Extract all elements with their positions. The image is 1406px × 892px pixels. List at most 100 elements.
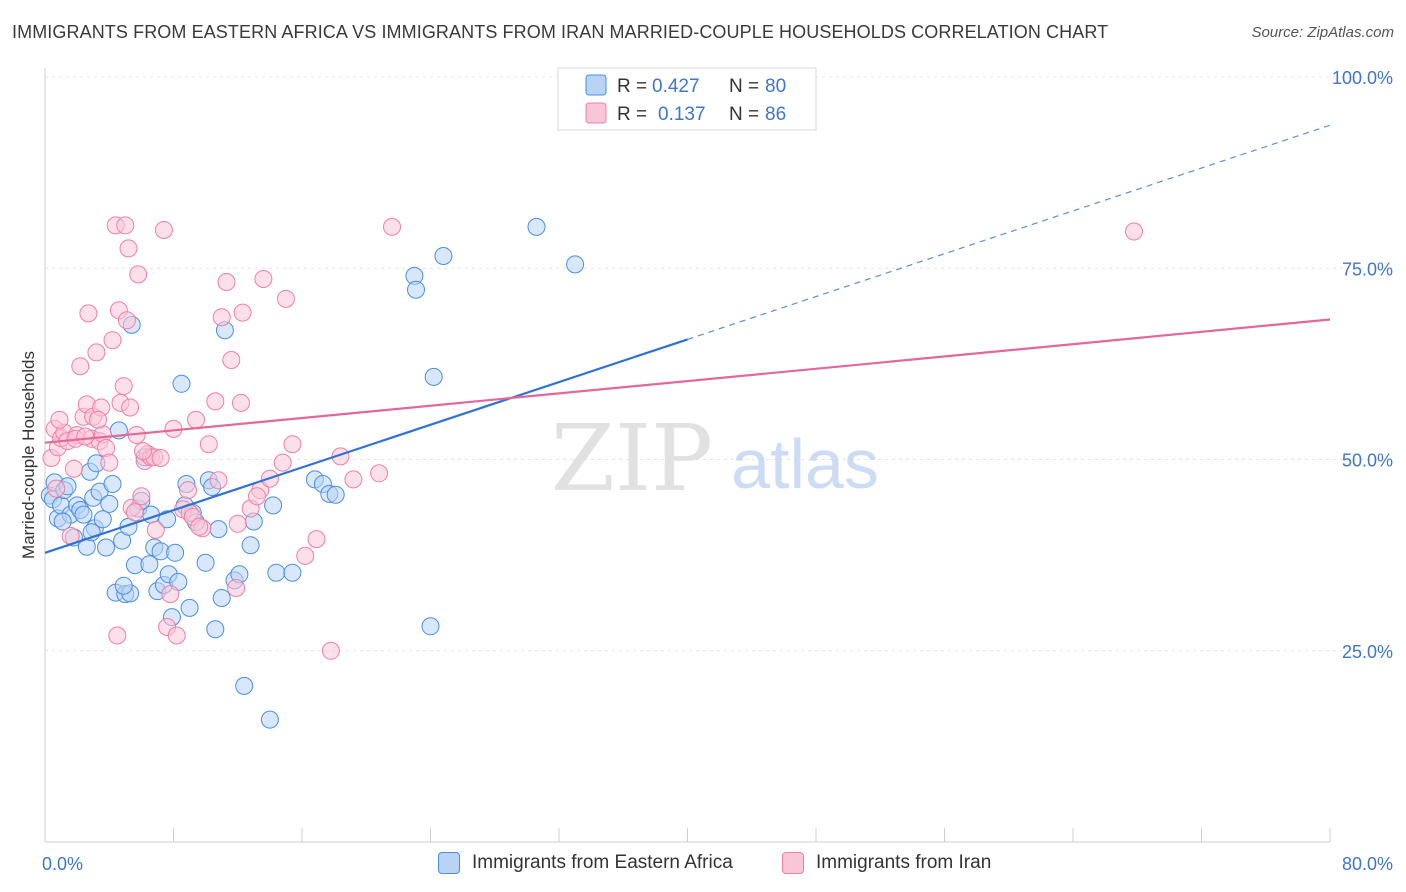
eastern-africa-point-70 (421, 617, 440, 636)
eastern-africa-point-19 (97, 538, 115, 557)
chart-title: IMMIGRANTS FROM EASTERN AFRICA VS IMMIGR… (12, 22, 1109, 42)
iran-point-68 (321, 641, 340, 660)
trend-line-eastern-africa (44, 338, 688, 554)
trend-line-iran (44, 318, 1331, 444)
iran-point-65 (283, 435, 302, 454)
legend-n-value-blue: 80 (765, 76, 786, 97)
iran-point-51 (206, 392, 225, 411)
legend-n-label-blue: N = (729, 76, 759, 97)
eastern-africa-point-63 (283, 563, 302, 582)
iran-point-34 (132, 487, 151, 506)
eastern-africa-point-74 (566, 255, 585, 274)
grid-lines (45, 76, 1392, 652)
iran-point-44 (167, 626, 186, 645)
iran-point-30 (121, 398, 140, 417)
y-tick-label-2: 75.0% (1342, 259, 1393, 279)
eastern-africa-point-21 (103, 475, 122, 493)
iran-point-70 (344, 470, 363, 489)
legend-label-iran: Immigrants from Iran (816, 852, 992, 873)
iran-point-72 (383, 217, 401, 236)
eastern-africa-point-54 (212, 589, 231, 607)
eastern-africa-point-53 (209, 520, 228, 539)
eastern-africa-point-18 (93, 510, 112, 529)
legend-swatch-blue (585, 74, 607, 96)
iran-point-80 (190, 517, 209, 536)
watermark: ZIP atlas (551, 405, 879, 512)
iran-point-15 (87, 343, 106, 362)
iran-point-73 (1125, 222, 1143, 241)
iran-point-64 (276, 289, 295, 308)
eastern-africa-point-49 (196, 553, 215, 572)
trend-line-eastern-africa-extension (687, 124, 1331, 340)
legend-r-label-pink: R = (617, 104, 647, 125)
x-tick-label-start: 0.0% (42, 854, 83, 874)
iran-point-19 (97, 439, 115, 457)
legend-swatch-pink (585, 102, 607, 124)
iran-point-52 (209, 471, 228, 490)
eastern-africa-point-33 (140, 555, 159, 574)
legend-r-value-blue: 0.427 (652, 76, 700, 97)
eastern-africa-point-61 (264, 496, 283, 515)
iran-point-61 (254, 270, 273, 288)
iran-point-56 (228, 514, 247, 533)
eastern-africa-point-57 (235, 676, 254, 695)
iran-point-48 (187, 410, 205, 429)
iran-point-50 (199, 435, 218, 454)
iran-point-23 (108, 626, 127, 645)
source-credit: Source: ZipAtlas.com (1251, 24, 1394, 41)
eastern-africa-point-71 (424, 367, 443, 386)
iran-point-32 (125, 503, 144, 522)
iran-point-29 (119, 239, 138, 258)
iran-point-67 (307, 530, 326, 549)
eastern-africa-point-11 (74, 505, 93, 524)
iran-point-42 (161, 585, 180, 604)
y-tick-label-3: 100.0% (1332, 68, 1393, 88)
legend-swatch-iran (782, 852, 804, 874)
legend-n-value-pink: 86 (765, 104, 786, 125)
y-axis-label: Married-couple Households (19, 351, 38, 559)
iran-point-79 (134, 442, 152, 461)
iran-point-55 (222, 351, 241, 369)
eastern-africa-point-43 (172, 374, 191, 393)
legend-r-label-blue: R = (617, 76, 647, 97)
legend-n-label-pink: N = (729, 104, 759, 125)
iran-point-40 (154, 221, 173, 239)
iran-point-84 (179, 481, 197, 500)
series-legend: Immigrants from Eastern Africa Immigrant… (0, 848, 1406, 880)
eastern-africa-point-58 (241, 536, 260, 555)
eastern-africa-point-79 (114, 576, 133, 595)
iran-point-77 (89, 410, 107, 429)
iran-point-63 (273, 453, 292, 472)
iran-point-83 (146, 520, 165, 539)
eastern-africa-point-72 (434, 247, 453, 265)
iran-point-85 (50, 410, 69, 429)
eastern-africa-point-62 (267, 563, 286, 582)
watermark-atlas: atlas (731, 425, 879, 503)
iran-point-53 (212, 308, 231, 327)
iran-point-81 (227, 579, 246, 597)
iran-point-33 (129, 265, 148, 284)
iran-point-76 (76, 427, 95, 446)
eastern-africa-point-73 (527, 217, 546, 236)
iran-point-54 (217, 273, 236, 291)
eastern-africa-point-46 (180, 598, 199, 617)
y-tick-label-1: 50.0% (1342, 451, 1393, 471)
legend-label-eastern-africa: Immigrants from Eastern Africa (472, 852, 733, 873)
iran-point-71 (370, 464, 389, 483)
trend-lines (44, 124, 1331, 554)
eastern-africa-point-60 (260, 710, 279, 729)
stats-legend: R = 0.427 N = 80 R = 0.137 N = 86 (557, 67, 817, 131)
legend-item-iran: Immigrants from Iran (782, 852, 991, 874)
iran-point-28 (117, 311, 136, 330)
eastern-africa-point-69 (407, 280, 425, 299)
tick-labels: 25.0% 50.0% 75.0% 100.0% 0.0% 80.0% (42, 68, 1393, 874)
y-tick-label-0: 25.0% (1342, 642, 1393, 662)
iran-point-27 (116, 216, 135, 235)
legend-r-value-pink: 0.137 (658, 104, 706, 125)
iran-point-58 (233, 303, 252, 322)
iran-point-26 (114, 377, 133, 396)
series-eastern-africa-points (40, 217, 585, 729)
iran-point-82 (248, 487, 266, 506)
legend-item-eastern-africa: Immigrants from Eastern Africa (438, 852, 733, 874)
